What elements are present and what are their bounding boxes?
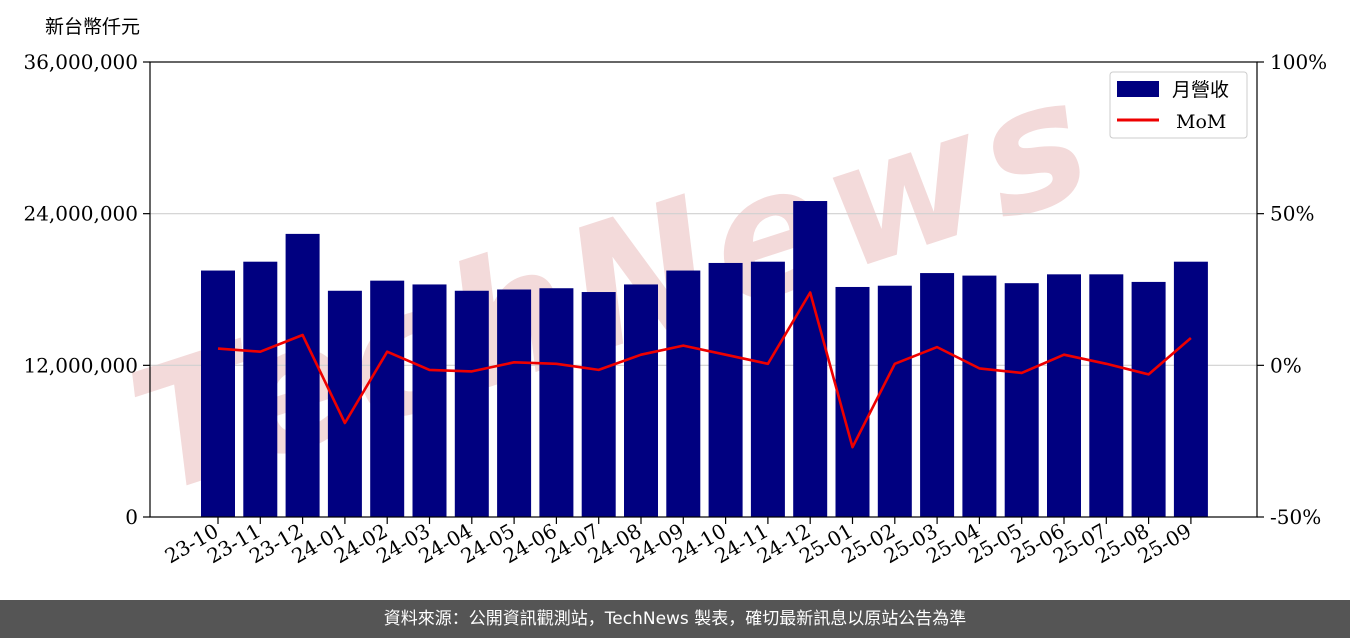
legend-label-revenue: 月營收 [1172, 79, 1229, 101]
bar-25-03 [920, 273, 955, 517]
bar-series [201, 201, 1208, 517]
bar-25-04 [962, 275, 997, 517]
bar-24-02 [370, 280, 405, 517]
y-left-tick-label: 0 [125, 505, 138, 529]
bar-25-06 [1047, 274, 1081, 517]
bar-23-11 [243, 261, 278, 517]
bar-24-10 [708, 262, 743, 517]
bar-24-03 [412, 284, 447, 517]
bar-25-08 [1131, 281, 1166, 517]
bar-25-05 [1004, 283, 1039, 517]
y-left-tick-label: 36,000,000 [23, 50, 138, 74]
bar-24-07 [581, 292, 616, 517]
y-unit-label: 新台幣仟元 [45, 16, 140, 38]
mom-line-series [217, 291, 1192, 449]
bar-24-04 [454, 290, 489, 517]
plot-frame [149, 61, 1258, 518]
legend-swatch-bar [1117, 81, 1159, 97]
bar-24-08 [624, 284, 658, 517]
source-footer: 資料來源：公開資訊觀測站，TechNews 製表，確切最新訊息以原站公告為準 [0, 600, 1350, 638]
x-axis: 23-1023-1123-1224-0124-0224-0324-0424-05… [161, 517, 1195, 568]
bar-23-10 [201, 270, 235, 517]
y-right-tick-label: 100% [1270, 50, 1327, 74]
y-left-tick-label: 24,000,000 [23, 202, 138, 226]
y-right-tick-label: 50% [1270, 202, 1314, 226]
bar-24-05 [497, 289, 532, 517]
bar-25-02 [877, 285, 912, 517]
legend: 月營收 MoM [1109, 71, 1248, 139]
bar-24-12 [793, 201, 828, 517]
y-left-tick-label: 12,000,000 [23, 353, 138, 377]
bar-25-09 [1173, 261, 1208, 517]
mom-line [217, 291, 1192, 449]
bar-25-07 [1089, 274, 1124, 517]
chart: TechNews 012,000,00024,000,00036,000,000… [23, 16, 1327, 568]
y-axis-right: -50% 0% 50% 100% [1257, 50, 1327, 529]
bar-24-11 [750, 261, 785, 517]
y-axis-left: 0 12,000,000 24,000,000 36,000,000 [23, 50, 150, 529]
bar-24-06 [539, 288, 574, 517]
bar-23-12 [285, 233, 320, 517]
bar-24-09 [666, 270, 701, 517]
y-right-tick-label: -50% [1270, 505, 1321, 529]
y-right-tick-label: 0% [1270, 353, 1302, 377]
legend-label-mom: MoM [1176, 111, 1226, 133]
